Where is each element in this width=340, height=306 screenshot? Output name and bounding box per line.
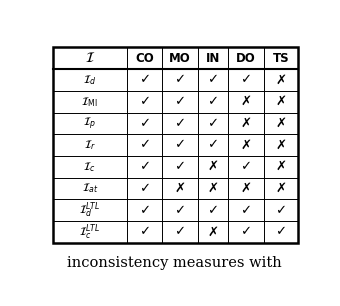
Text: ✓: ✓ xyxy=(174,117,185,130)
Text: $\mathcal{I}_c$: $\mathcal{I}_c$ xyxy=(83,160,96,174)
Text: ✓: ✓ xyxy=(275,226,287,238)
Text: TS: TS xyxy=(273,52,289,65)
Text: ✗: ✗ xyxy=(240,182,252,195)
Text: ✓: ✓ xyxy=(139,95,150,108)
Text: $\mathcal{I}_p$: $\mathcal{I}_p$ xyxy=(83,115,96,132)
Text: ✗: ✗ xyxy=(240,139,252,151)
Text: ✓: ✓ xyxy=(139,204,150,217)
Text: ✓: ✓ xyxy=(139,117,150,130)
Text: ✗: ✗ xyxy=(275,139,287,151)
Text: ✗: ✗ xyxy=(275,73,287,86)
Text: ✗: ✗ xyxy=(275,160,287,173)
Text: ✗: ✗ xyxy=(207,226,219,238)
Text: $\mathcal{I}_r$: $\mathcal{I}_r$ xyxy=(84,138,96,152)
Text: ✓: ✓ xyxy=(139,73,150,86)
Text: ✗: ✗ xyxy=(240,95,252,108)
Text: $\mathcal{I}_c^{LTL}$: $\mathcal{I}_c^{LTL}$ xyxy=(79,222,101,242)
Text: CO: CO xyxy=(135,52,154,65)
Text: ✗: ✗ xyxy=(275,182,287,195)
Text: ✓: ✓ xyxy=(240,160,252,173)
Text: ✓: ✓ xyxy=(207,73,219,86)
Text: ✗: ✗ xyxy=(207,182,219,195)
Text: ✓: ✓ xyxy=(174,160,185,173)
Text: ✗: ✗ xyxy=(207,160,219,173)
Bar xyxy=(53,47,298,243)
Text: ✓: ✓ xyxy=(139,226,150,238)
Text: ✗: ✗ xyxy=(275,117,287,130)
Text: ✗: ✗ xyxy=(275,95,287,108)
Text: ✓: ✓ xyxy=(240,73,252,86)
Text: $\mathcal{I}_d$: $\mathcal{I}_d$ xyxy=(83,73,97,87)
Text: ✓: ✓ xyxy=(207,117,219,130)
Text: DO: DO xyxy=(236,52,256,65)
Text: $\mathcal{I}_{\mathsf{MI}}$: $\mathcal{I}_{\mathsf{MI}}$ xyxy=(82,95,98,109)
Text: ✓: ✓ xyxy=(139,139,150,151)
Text: ✓: ✓ xyxy=(207,139,219,151)
Text: ✓: ✓ xyxy=(174,204,185,217)
Text: ✓: ✓ xyxy=(174,95,185,108)
Text: $\mathcal{I}_d^{LTL}$: $\mathcal{I}_d^{LTL}$ xyxy=(79,200,101,220)
Text: IN: IN xyxy=(206,52,220,65)
Text: ✓: ✓ xyxy=(174,226,185,238)
Text: ✓: ✓ xyxy=(139,182,150,195)
Text: $\mathcal{I}$: $\mathcal{I}$ xyxy=(85,51,95,65)
Text: ✗: ✗ xyxy=(240,117,252,130)
Text: ✓: ✓ xyxy=(240,204,252,217)
Text: ✓: ✓ xyxy=(139,160,150,173)
Text: ✓: ✓ xyxy=(275,204,287,217)
Text: ✓: ✓ xyxy=(174,73,185,86)
Text: ✗: ✗ xyxy=(174,182,185,195)
Text: ✓: ✓ xyxy=(207,95,219,108)
Text: $\mathcal{I}_{at}$: $\mathcal{I}_{at}$ xyxy=(82,182,98,196)
Text: ✓: ✓ xyxy=(240,226,252,238)
Text: ✓: ✓ xyxy=(207,204,219,217)
Text: inconsistency measures with: inconsistency measures with xyxy=(67,256,282,270)
Text: ✓: ✓ xyxy=(174,139,185,151)
Text: MO: MO xyxy=(169,52,191,65)
